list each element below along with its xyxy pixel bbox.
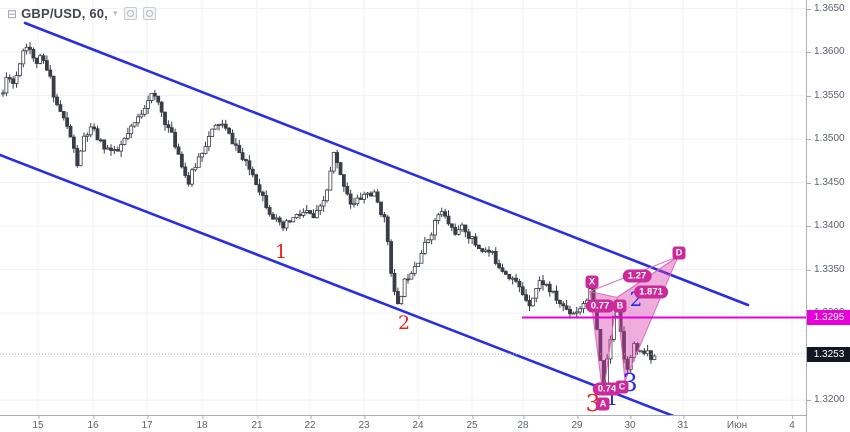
harmonic-point-x[interactable]: X — [585, 275, 599, 289]
harmonic-ratio-074: 0.74 — [592, 382, 622, 396]
harmonic-point-a[interactable]: A — [596, 397, 610, 411]
price-tick-label: 1.3500 — [807, 132, 850, 146]
time-tick-label: 25 — [466, 416, 478, 431]
chart-legend: ⊟ GBP/USD, 60, ▾ — [7, 6, 156, 21]
time-tick-label: 28 — [517, 416, 529, 431]
collapse-icon[interactable]: ⊟ — [7, 6, 18, 21]
chart-overlays: 1 2 3 1 2 3 0.77 1.27 1.871 0.74 X A B C D — [274, 241, 686, 417]
price-tick-label: 1.3550 — [807, 89, 850, 103]
time-tick-label: Июн — [726, 416, 748, 431]
price-tick-label: 1.3450 — [807, 176, 850, 190]
time-tick-label: 17 — [141, 416, 153, 431]
source-toggle-icon[interactable] — [142, 7, 156, 20]
time-tick-label: 21 — [251, 416, 263, 431]
time-tick-label: 31 — [677, 416, 689, 431]
harmonic-ratio-1871: 1.871 — [634, 285, 668, 299]
time-tick-label: 24 — [412, 416, 424, 431]
alert-price-label[interactable]: 1.3295 — [807, 310, 850, 326]
price-tick-label: 1.3600 — [807, 45, 850, 59]
harmonic-point-d[interactable]: D — [672, 246, 686, 260]
time-tick-label: 16 — [87, 416, 99, 431]
time-tick-label: 23 — [358, 416, 370, 431]
time-tick-label: 4 — [789, 416, 795, 431]
price-tick-label: 1.3200 — [807, 393, 850, 407]
time-axis[interactable]: 15 16 17 18 21 22 23 24 25 28 29 30 31 Июн 4 — [0, 415, 850, 432]
last-price-label: 1.3253 — [807, 347, 850, 362]
symbol-title[interactable]: GBP/USD, 60, — [21, 6, 108, 21]
price-tick-label: 1.3350 — [807, 263, 850, 277]
harmonic-ratio-127: 1.27 — [622, 269, 652, 283]
time-tick-label: 15 — [32, 416, 44, 431]
harmonic-ratio-077: 0.77 — [585, 299, 615, 313]
chevron-down-icon[interactable]: ▾ — [113, 8, 118, 18]
time-tick-label: 30 — [624, 416, 636, 431]
wave-label-red-1[interactable]: 1 — [274, 241, 288, 263]
time-tick-label: 18 — [196, 416, 208, 431]
price-tick-label: 1.3400 — [807, 219, 850, 233]
harmonic-point-b[interactable]: B — [613, 299, 627, 313]
source-toggle-icon[interactable] — [123, 7, 137, 20]
time-tick-label: 29 — [571, 416, 583, 431]
candles-series — [1, 42, 657, 396]
price-axis[interactable]: 1.3650 1.3600 1.3550 1.3500 1.3450 1.3400 1.33… — [806, 0, 850, 432]
trend-channel[interactable] — [0, 21, 750, 419]
price-tick-label: 1.3650 — [807, 2, 850, 16]
wave-label-red-2[interactable]: 2 — [397, 312, 411, 334]
time-tick-label: 22 — [304, 416, 316, 431]
harmonic-point-c[interactable]: C — [615, 380, 629, 394]
grid — [0, 0, 806, 415]
